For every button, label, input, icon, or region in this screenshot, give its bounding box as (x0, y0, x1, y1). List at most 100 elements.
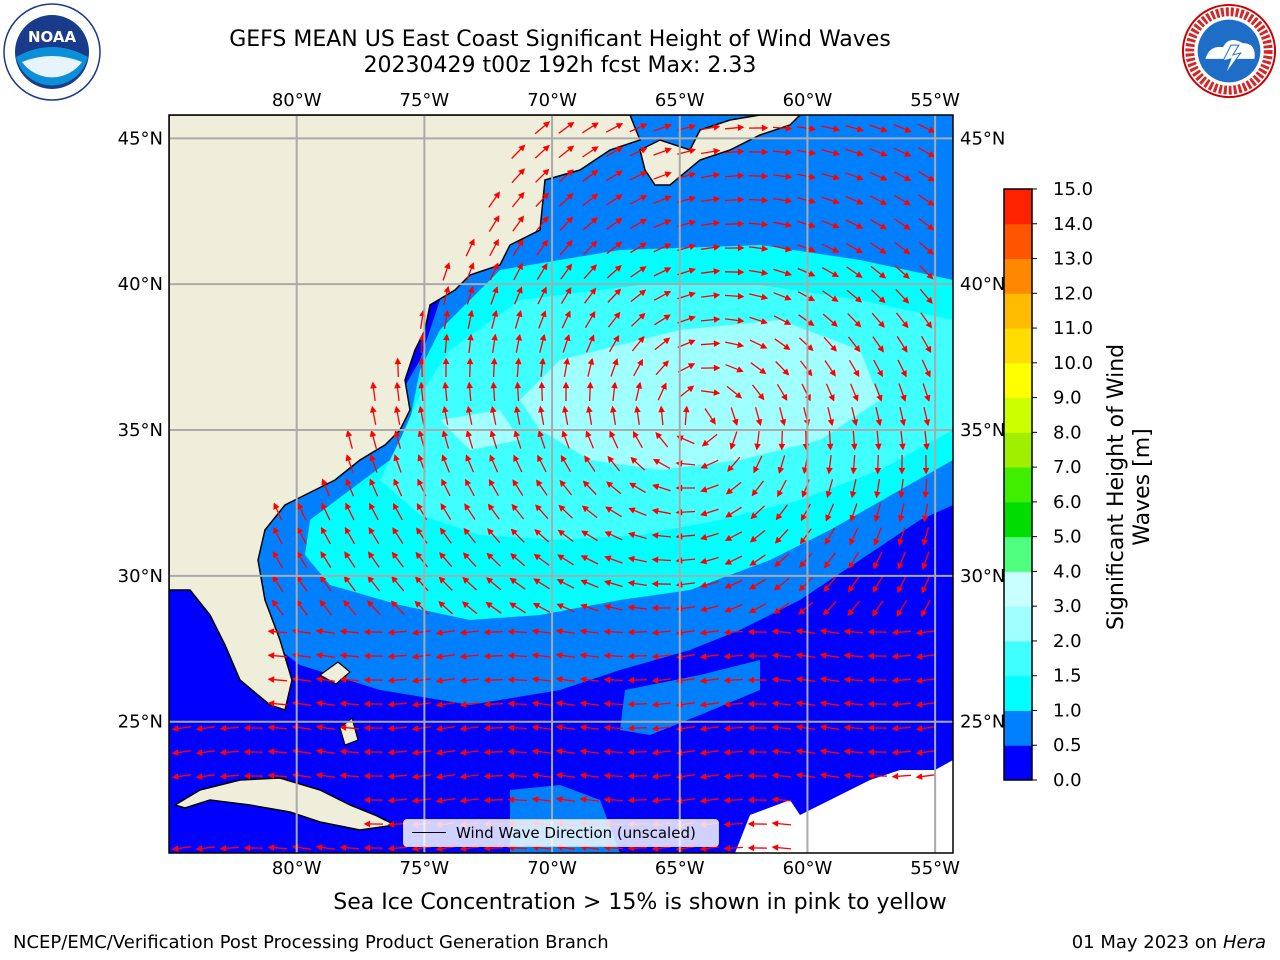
wave-arrow-head (485, 577, 494, 585)
wave-arrow-head (856, 125, 864, 133)
wave-arrow-head (435, 653, 443, 660)
wave-arrow-head (367, 575, 375, 584)
wave-arrow-head (561, 430, 568, 438)
wave-arrow-head (442, 381, 449, 389)
wave-arrow-head (723, 653, 731, 660)
wave-arrow-head (783, 318, 792, 325)
wave-arrow-head (493, 215, 500, 223)
wave-arrow-head (902, 272, 910, 279)
wave-arrow-head (531, 724, 539, 731)
wave-arrow-head (489, 430, 497, 438)
colorbar-tick-label: 3.0 (1053, 596, 1082, 617)
wave-arrow-head (535, 479, 543, 487)
wave-arrow-head (891, 676, 899, 684)
wave-arrow-head (747, 724, 755, 732)
wave-arrow-head (535, 504, 542, 512)
wave-arrow-head (466, 381, 474, 389)
colorbar-tick-label: 7.0 (1053, 457, 1082, 478)
lat-tick-left: 40°N (118, 274, 163, 295)
wave-arrow-head (723, 773, 731, 780)
wave-arrow-head (468, 262, 475, 270)
wave-arrow-head (603, 676, 611, 684)
wave-arrow-head (603, 628, 611, 636)
wave-arrow-head (459, 653, 467, 660)
wave-arrow-head (729, 442, 736, 450)
wave-arrow-head (747, 772, 755, 780)
wave-arrow-head (438, 576, 446, 584)
wave-arrow-head (441, 405, 449, 413)
wave-arrow-head (411, 845, 419, 852)
wave-arrow-head (640, 171, 648, 178)
wave-arrow-head (771, 700, 779, 707)
wave-arrow-head (435, 725, 443, 732)
wave-arrow-head (435, 629, 443, 636)
wave-arrow-head (411, 797, 419, 804)
wave-arrow-head (630, 456, 638, 464)
wave-arrow-head (655, 432, 663, 440)
colorbar-tick-label: 14.0 (1053, 214, 1093, 235)
wave-arrow-head (713, 220, 721, 227)
wave-arrow-head (414, 600, 422, 608)
wave-arrow-head (531, 796, 539, 803)
wave-arrow-head (567, 145, 575, 153)
wave-arrow-head (687, 385, 695, 393)
wave-arrow-head (748, 606, 757, 613)
wave-arrow-head (879, 198, 888, 205)
wave-arrow-head (915, 773, 923, 780)
wave-arrow-head (542, 144, 550, 152)
wave-arrow-head (856, 198, 864, 205)
wave-arrow-head (713, 148, 721, 155)
wave-arrow-head (806, 344, 814, 352)
wave-arrow-head (775, 513, 783, 521)
wave-arrow-head (843, 724, 851, 732)
wave-arrow-head (809, 197, 817, 205)
wave-arrow-head (531, 652, 539, 659)
wave-arrow-head (627, 700, 635, 708)
wave-arrow-head (613, 311, 621, 319)
colorbar-tick-label: 12.0 (1053, 283, 1093, 304)
wave-arrow-head (363, 700, 371, 708)
wave-arrow-head (387, 628, 395, 636)
wave-arrow-head (243, 844, 251, 852)
wave-arrow-head (819, 628, 827, 635)
wave-arrow-head (638, 312, 646, 320)
wave-arrow-head (921, 515, 929, 523)
wave-arrow-head (487, 503, 495, 511)
wave-arrow-head (627, 796, 635, 804)
wave-arrow-head (537, 454, 544, 463)
wave-arrow-head (873, 562, 880, 570)
wave-arrow-head (565, 263, 573, 271)
wave-arrow-head (699, 725, 707, 732)
wave-arrow-head (829, 369, 836, 377)
wave-arrow-head (639, 289, 647, 297)
wave-arrow-head (700, 533, 708, 541)
wave-arrow-head (615, 217, 623, 225)
wave-arrow-head (925, 321, 933, 329)
wave-arrow-head (417, 429, 425, 438)
wave-arrow-head (898, 491, 905, 499)
wave-arrow-head (603, 772, 611, 780)
wave-arrow-head (507, 796, 515, 804)
wave-arrow-head (243, 724, 251, 732)
wave-arrow-head (795, 676, 803, 683)
lat-tick-right: 30°N (960, 566, 1005, 587)
wave-arrow-head (320, 526, 328, 535)
wave-arrow-head (875, 419, 883, 427)
wave-arrow-head (830, 344, 837, 352)
wave-arrow-head (509, 577, 517, 585)
wave-arrow-head (465, 405, 473, 413)
wave-arrow-head (492, 286, 499, 294)
wave-arrow-head (753, 466, 760, 474)
wave-arrow-head (516, 310, 523, 318)
wave-arrow-head (856, 222, 864, 229)
wave-arrow-head (795, 652, 803, 659)
wave-arrow-head (927, 175, 935, 182)
wave-arrow-head (757, 393, 765, 401)
wave-arrow-head (315, 676, 323, 683)
wave-arrow-head (369, 478, 376, 486)
wave-arrow-head (369, 405, 377, 413)
wave-arrow-head (923, 443, 930, 451)
wave-arrow-head (843, 700, 851, 708)
wave-arrow-head (171, 725, 179, 732)
wave-arrow-head (660, 382, 667, 390)
